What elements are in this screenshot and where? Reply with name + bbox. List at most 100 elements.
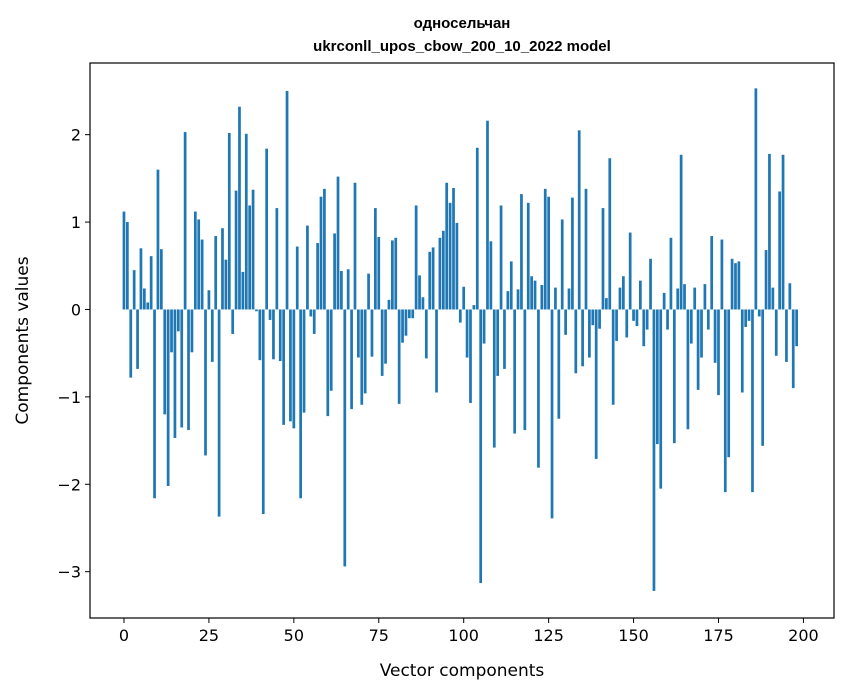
bar-23	[200, 239, 204, 310]
bar-122	[537, 309, 540, 468]
bar-8	[149, 256, 153, 310]
bar-83	[404, 309, 408, 336]
bar-10	[156, 169, 160, 310]
bar-69	[357, 309, 360, 358]
bar-179	[730, 258, 734, 310]
bar-150	[632, 309, 635, 321]
bar-87	[418, 275, 421, 310]
bar-46	[278, 309, 282, 362]
bar-106	[482, 309, 486, 344]
bar-111	[499, 205, 503, 310]
bar-47	[282, 309, 285, 425]
bar-185	[751, 309, 754, 493]
bar-110	[496, 309, 500, 376]
bar-178	[727, 309, 731, 458]
bar-19	[187, 309, 190, 431]
chart-subtitle: ukrconll_upos_cbow_200_10_2022 model	[313, 38, 611, 55]
bar-124	[543, 188, 547, 310]
bar-24	[204, 309, 207, 456]
bar-181	[737, 261, 741, 310]
bar-188	[761, 309, 765, 446]
bar-151	[635, 309, 639, 327]
bar-37	[248, 205, 252, 310]
bar-50	[292, 309, 296, 429]
bar-18	[183, 132, 187, 310]
bar-66	[346, 269, 350, 310]
bar-123	[540, 285, 544, 310]
bar-29	[221, 228, 224, 310]
bar-141	[601, 208, 605, 310]
bar-64	[340, 271, 343, 310]
bar-97	[452, 187, 455, 310]
bar-82	[401, 309, 404, 343]
bar-107	[486, 120, 489, 310]
bar-25	[207, 290, 211, 310]
bar-65	[343, 309, 347, 567]
bar-130	[564, 309, 567, 335]
bar-60	[326, 309, 330, 417]
bar-57	[316, 243, 319, 310]
bar-140	[598, 309, 601, 329]
bar-34	[238, 106, 241, 310]
bar-74	[374, 208, 377, 310]
bar-48	[285, 90, 289, 310]
bar-55	[309, 309, 313, 317]
bar-99	[458, 309, 462, 323]
bar-192	[774, 309, 778, 356]
bar-183	[744, 309, 748, 327]
bar-186	[754, 88, 758, 310]
bar-165	[683, 284, 686, 310]
bar-131	[567, 288, 571, 310]
bar-190	[768, 153, 771, 310]
bar-54	[306, 225, 309, 310]
bar-70	[360, 309, 364, 405]
bar-115	[513, 309, 517, 434]
x-tick-label: 125	[533, 626, 564, 645]
bar-59	[323, 188, 326, 310]
bar-144	[611, 309, 615, 405]
bar-121	[533, 280, 537, 310]
bar-137	[588, 309, 591, 358]
bar-51	[295, 246, 299, 310]
chart-title: односельчан	[414, 15, 511, 32]
bar-101	[465, 309, 469, 358]
bar-193	[778, 191, 781, 310]
bar-77	[384, 309, 387, 364]
bar-196	[788, 283, 792, 310]
bar-40	[258, 309, 262, 361]
bar-53	[302, 309, 306, 413]
bar-128	[557, 309, 561, 419]
bar-61	[329, 309, 333, 391]
bar-45	[275, 208, 279, 310]
bar-112	[503, 309, 506, 369]
y-axis-ticks: 2 1 0 −1 −2 −3	[57, 126, 90, 582]
bar-100	[462, 286, 466, 310]
bar-78	[387, 299, 391, 310]
bar-127	[554, 287, 557, 310]
y-axis-label: Components values	[13, 256, 33, 424]
bar-31	[227, 132, 231, 310]
bar-44	[272, 309, 275, 360]
bar-28	[217, 309, 221, 517]
bar-133	[574, 309, 578, 374]
bar-145	[615, 309, 618, 341]
bar-114	[509, 261, 513, 310]
y-tick-label: 1	[71, 213, 81, 232]
bar-104	[475, 147, 479, 310]
x-tick-label: 0	[119, 626, 129, 645]
bar-9	[153, 309, 156, 499]
bar-162	[672, 309, 676, 444]
bar-4	[136, 309, 139, 369]
bar-71	[363, 309, 367, 394]
bar-96	[448, 202, 452, 310]
bar-90	[428, 251, 432, 310]
bar-184	[747, 309, 751, 321]
bar-176	[720, 239, 724, 310]
bar-173	[710, 236, 714, 310]
bar-159	[662, 292, 666, 310]
bar-43	[268, 309, 272, 320]
bar-36	[244, 133, 248, 310]
bar-182	[740, 309, 744, 393]
x-tick-label: 75	[369, 626, 389, 645]
